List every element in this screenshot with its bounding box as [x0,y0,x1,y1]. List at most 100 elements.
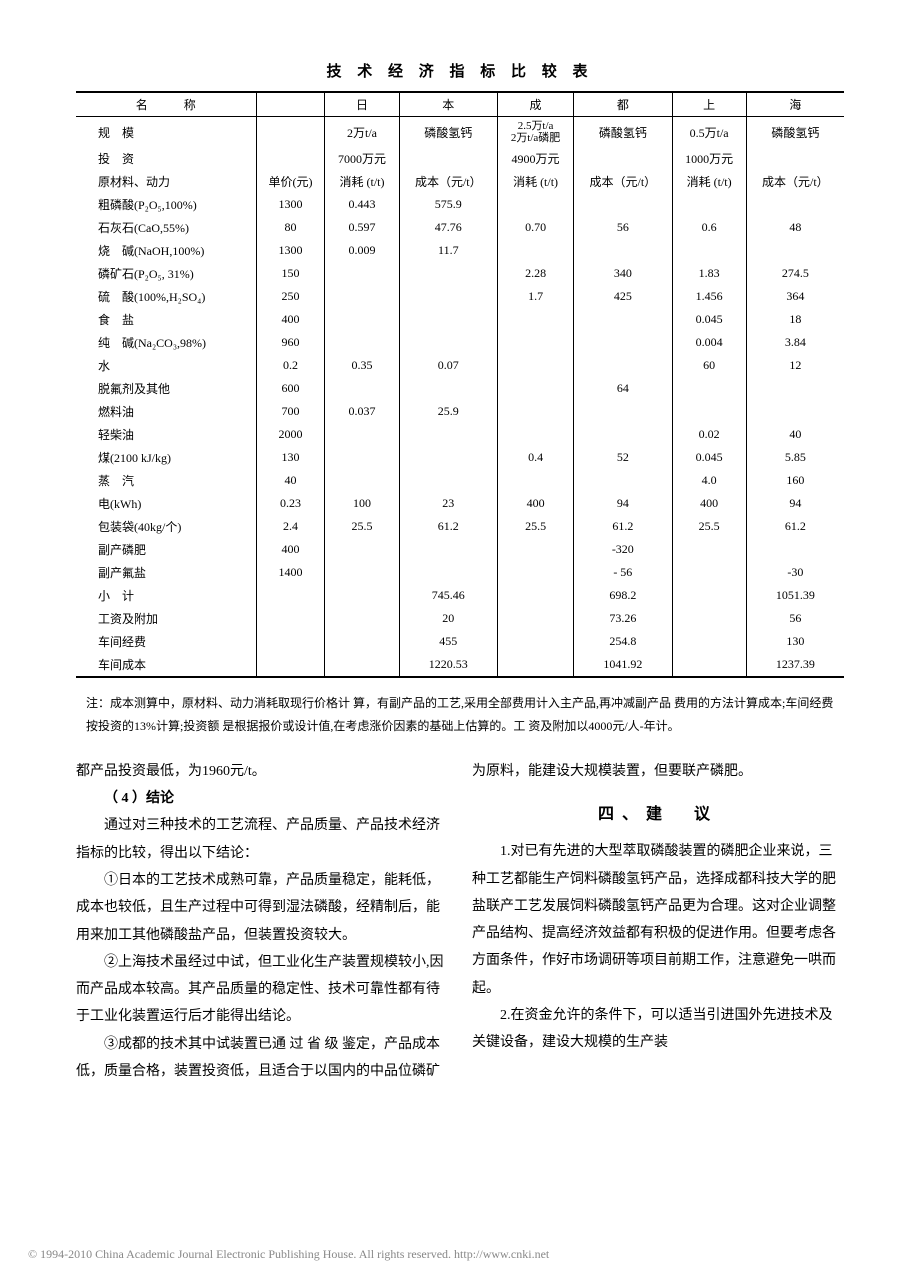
table-cell: 车间经费 [76,630,256,653]
table-cell: 64 [574,377,672,400]
table-cell: 0.02 [672,423,746,446]
table-cell [325,607,399,630]
p-continue: 都产品投资最低，为1960元/t。 [76,758,448,785]
table-cell: 磷酸氢钙 [746,117,844,148]
table-cell: -320 [574,538,672,561]
th-g5: 海 [746,92,844,117]
table-cell: 副产氟盐 [76,561,256,584]
table-cell: 7000万元 [325,147,399,170]
table-cell: 包装袋(40kg/个) [76,515,256,538]
table-cell [574,423,672,446]
table-cell: 1041.92 [574,653,672,677]
table-cell: 磷酸氢钙 [574,117,672,148]
table-cell: 48 [746,216,844,239]
th-blank [256,92,325,117]
table-cell: 0.70 [498,216,574,239]
table-cell [746,239,844,262]
heading-conclusion: （ 4 ）结论 [76,785,448,812]
table-cell [399,561,497,584]
table-cell: 700 [256,400,325,423]
table-cell: 698.2 [574,584,672,607]
table-cell: 2.5万t/a2万t/a磷肥 [498,117,574,148]
th-name: 名 称 [76,92,256,117]
table-cell: 1000万元 [672,147,746,170]
table-cell: 成本（元/t） [574,170,672,193]
table-cell: 25.5 [672,515,746,538]
table-cell [498,239,574,262]
table-cell: 小 计 [76,584,256,607]
table-cell [399,423,497,446]
table-cell [672,607,746,630]
table-cell [746,377,844,400]
table-cell [574,331,672,354]
table-cell [325,653,399,677]
table-cell: 150 [256,262,325,285]
table-cell: 575.9 [399,193,497,216]
table-cell [574,354,672,377]
table-cell: 47.76 [399,216,497,239]
table-cell [399,147,497,170]
table-cell: 硫 酸(100%,H₂SO₄) [76,285,256,308]
table-cell: 25.9 [399,400,497,423]
table-cell [399,308,497,331]
table-cell [574,193,672,216]
table-cell [325,538,399,561]
th-g4: 上 [672,92,746,117]
table-cell [399,538,497,561]
p6: 1.对已有先进的大型萃取磷酸装置的磷肥企业来说，三种工艺都能生产饲料磷酸氢钙产品… [472,838,844,1002]
p3: ①日本的工艺技术成熟可靠，产品质量稳定，能耗低，成本也较低，且生产过程中可得到湿… [76,867,448,949]
table-cell: 消耗 (t/t) [672,170,746,193]
table-cell: 纯 碱(Na₂CO₃,98%) [76,331,256,354]
table-cell [498,423,574,446]
table-cell: 20 [399,607,497,630]
table-cell: 12 [746,354,844,377]
table-cell: 80 [256,216,325,239]
table-cell: 水 [76,354,256,377]
table-cell [672,584,746,607]
table-cell [672,561,746,584]
table-cell: 0.597 [325,216,399,239]
table-cell: 0.07 [399,354,497,377]
table-cell [399,331,497,354]
table-cell [672,377,746,400]
table-cell: 250 [256,285,325,308]
table-cell: 蒸 汽 [76,469,256,492]
table-cell: 52 [574,446,672,469]
table-cell: 原材料、动力 [76,170,256,193]
table-cell: 电(kWh) [76,492,256,515]
table-cell: 25.5 [498,515,574,538]
table-cell: - 56 [574,561,672,584]
table-cell [256,584,325,607]
table-cell [399,377,497,400]
table-cell: 0.4 [498,446,574,469]
table-cell [746,400,844,423]
table-cell [399,469,497,492]
table-cell [746,147,844,170]
table-cell: 1237.39 [746,653,844,677]
table-cell: 400 [256,308,325,331]
p7: 2.在资金允许的条件下，可以适当引进国外先进技术及关键设备，建设大规模的生产装 [472,1002,844,1057]
table-cell [498,561,574,584]
table-cell: 40 [746,423,844,446]
table-cell: 40 [256,469,325,492]
table-cell: 1400 [256,561,325,584]
table-cell [498,538,574,561]
table-cell [325,469,399,492]
table-cell: 0.045 [672,308,746,331]
table-cell [399,285,497,308]
table-cell: 56 [746,607,844,630]
table-cell [325,584,399,607]
table-cell [256,117,325,148]
table-cell: 274.5 [746,262,844,285]
table-cell: 0.037 [325,400,399,423]
table-cell [325,285,399,308]
th-g3: 都 [574,92,672,117]
table-cell: 1.7 [498,285,574,308]
table-cell: 工资及附加 [76,607,256,630]
table-cell [574,308,672,331]
table-cell [498,653,574,677]
table-cell [746,538,844,561]
table-cell [498,607,574,630]
table-cell: 94 [746,492,844,515]
table-cell: 18 [746,308,844,331]
